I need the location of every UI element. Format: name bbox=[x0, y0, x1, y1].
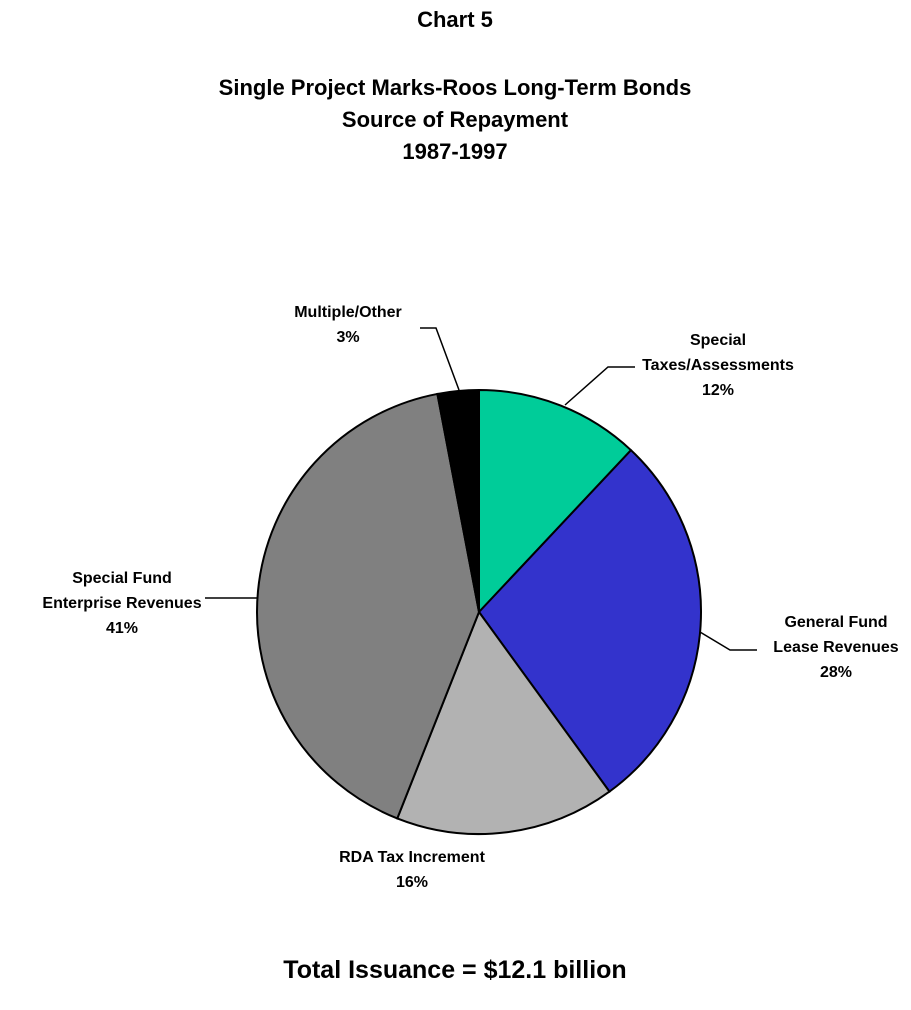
pie-slices bbox=[256, 388, 702, 835]
slice-name-line: Enterprise Revenues bbox=[42, 595, 201, 612]
pie-slice-2 bbox=[395, 609, 611, 835]
chart-title-line1: Single Project Marks-Roos Long-Term Bond… bbox=[219, 75, 692, 100]
slice-percent-label: 28% bbox=[820, 664, 852, 681]
leader-line-1 bbox=[699, 631, 757, 651]
slice-name-line: Multiple/Other bbox=[294, 304, 402, 321]
slice-label-2: RDA Tax Increment 16% bbox=[339, 849, 485, 891]
slice-percent-label: 41% bbox=[106, 620, 138, 637]
chart-title-line2: Source of Repayment bbox=[342, 107, 569, 132]
pie-slice-0 bbox=[478, 388, 633, 615]
pie-slice-4 bbox=[436, 388, 480, 613]
slice-label-4: Multiple/Other 3% bbox=[294, 304, 402, 346]
slice-percent-label: 3% bbox=[336, 329, 359, 346]
slice-name-line: RDA Tax Increment bbox=[339, 849, 485, 866]
slice-name-line: Special bbox=[690, 332, 746, 349]
slice-percent-label: 12% bbox=[702, 382, 734, 399]
slice-name-line: Taxes/Assessments bbox=[642, 357, 794, 374]
pie-slice-3 bbox=[256, 392, 481, 820]
total-issuance: Total Issuance = $12.1 billion bbox=[283, 956, 626, 984]
chart-title-line3: 1987-1997 bbox=[402, 139, 507, 164]
slice-label-3: Special Fund Enterprise Revenues 41% bbox=[42, 570, 201, 637]
slice-name-line: Lease Revenues bbox=[773, 639, 899, 656]
leader-lines bbox=[205, 327, 757, 651]
slice-label-1: General Fund Lease Revenues 28% bbox=[773, 614, 899, 681]
leader-line-0 bbox=[564, 366, 635, 406]
slice-name-line: General Fund bbox=[784, 614, 887, 631]
slice-label-0: Special Taxes/Assessments 12% bbox=[642, 332, 794, 399]
leader-line-4 bbox=[420, 327, 460, 391]
slice-name-line: Special Fund bbox=[72, 570, 172, 587]
slice-percent-label: 16% bbox=[396, 874, 428, 891]
slice-labels: Special Taxes/Assessments 12% General Fund L… bbox=[42, 304, 898, 891]
chart-number: Chart 5 bbox=[417, 7, 493, 32]
pie-slice-1 bbox=[477, 448, 702, 793]
